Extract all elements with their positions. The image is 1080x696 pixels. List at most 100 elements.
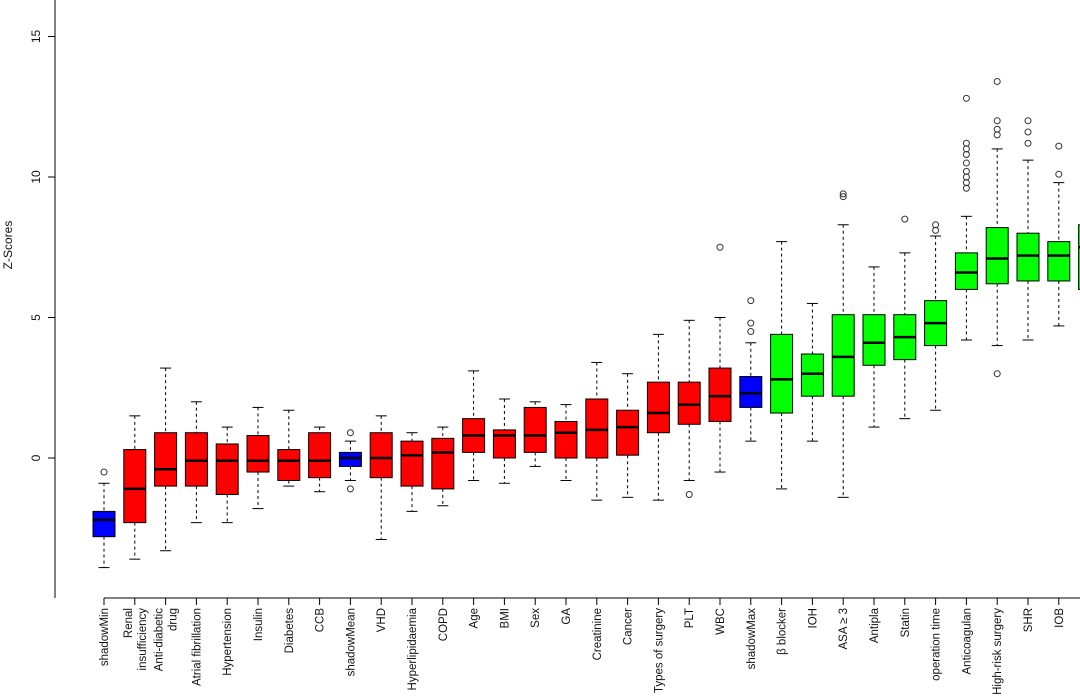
outlier-point (932, 226, 940, 234)
box-rect (431, 437, 455, 490)
x-ticks: shadowMin Renal insufficiency Anti-diabetic… (99, 598, 1066, 695)
box-rect (92, 510, 116, 538)
outlier-point (747, 297, 755, 305)
outlier-point (993, 131, 1001, 139)
box-6 (246, 406, 270, 510)
x-tick-label: PLT (684, 608, 696, 628)
outlier-point (962, 151, 970, 159)
box-32 (1047, 142, 1071, 327)
x-tick-label: High-risk surgery (992, 608, 1004, 695)
outlier-point (993, 370, 1001, 378)
box-22 (739, 297, 763, 442)
x-tick-label: Antipla (869, 607, 881, 643)
box-3 (154, 367, 178, 552)
box-28 (924, 221, 948, 411)
x-tick-label: Statin (900, 608, 912, 637)
x-tick-label: Insulin (253, 608, 265, 641)
x-tick-label: VHD (376, 608, 388, 632)
box-12 (431, 426, 455, 507)
outlier-point (993, 77, 1001, 85)
box-rect (646, 381, 670, 434)
x-axis: shadowMin Renal insufficiency Anti-diabetic… (99, 597, 1080, 695)
box-rect (954, 252, 978, 290)
outlier-point (839, 190, 847, 198)
outlier-point (839, 193, 847, 201)
box-rect (154, 432, 178, 487)
x-tick-label: Atrial fibrillation (191, 608, 203, 686)
box-23 (770, 241, 794, 490)
outlier-point (1055, 170, 1063, 178)
x-tick-label: Anticoagulan (961, 608, 973, 675)
x-tick-label: BMI (499, 608, 511, 628)
x-tick-label: IOH (807, 608, 819, 628)
box-rect (831, 314, 855, 397)
box-rect (616, 409, 640, 456)
outlier-point (346, 485, 354, 493)
x-tick-label: ASA ≥ 3 (838, 608, 850, 649)
x-tick-label: β blocker (777, 608, 789, 655)
x-tick-label: drug (168, 608, 180, 631)
box-14 (492, 398, 516, 484)
box-11 (400, 432, 424, 512)
box-24 (800, 302, 824, 442)
box-9 (338, 429, 362, 493)
x-tick-label: SHR (1023, 608, 1035, 632)
box-29 (954, 94, 978, 341)
outlier-point (1055, 142, 1063, 150)
box-17 (585, 361, 609, 501)
box-rect (554, 420, 578, 459)
box-27 (893, 215, 917, 420)
x-tick-label: Hypertension (222, 608, 234, 676)
box-8 (308, 426, 332, 493)
x-tick-label: GA (561, 608, 573, 625)
box-16 (554, 404, 578, 481)
box-rect (677, 381, 701, 425)
box-19 (646, 333, 670, 501)
outlier-point (901, 215, 909, 223)
x-tick-label: shadowMax (746, 608, 758, 670)
box-rect (585, 398, 609, 459)
y-tick-label: 15 (29, 30, 43, 44)
box-20 (677, 319, 701, 499)
x-tick-label: Creatinine (592, 608, 604, 660)
box-rect (1078, 224, 1080, 290)
y-ticks: 0 5 10 15 (29, 30, 55, 461)
y-tick-label: 10 (29, 170, 43, 184)
box-13 (462, 370, 486, 481)
box-10 (369, 415, 393, 540)
outlier-point (932, 221, 940, 229)
box-15 (523, 401, 547, 467)
box-rect (215, 443, 239, 496)
box-rect (770, 333, 794, 414)
outlier-point (962, 179, 970, 187)
x-tick-label: Types of surgery (653, 608, 665, 693)
box-rect (739, 376, 763, 408)
x-tick-label: shadowMean (345, 608, 357, 676)
box-1 (92, 468, 116, 569)
box-rect (400, 440, 424, 487)
x-tick-label: WBC (715, 608, 727, 635)
outlier-point (1024, 128, 1032, 136)
boxes (92, 77, 1080, 569)
outlier-point (962, 173, 970, 181)
outlier-point (962, 139, 970, 147)
box-30 (985, 77, 1009, 378)
box-18 (616, 373, 640, 498)
y-axis: 0 5 10 15 Z-Scores (1, 0, 56, 598)
outlier-point (962, 167, 970, 175)
outlier-point (962, 159, 970, 167)
box-rect (862, 314, 886, 366)
x-tick-label: IOB (1054, 608, 1066, 628)
box-rect (308, 432, 332, 479)
x-tick-label: Age (469, 608, 481, 628)
y-tick-label: 0 (29, 454, 43, 461)
outlier-point (747, 328, 755, 336)
outlier-point (685, 491, 693, 499)
x-tick-label: operation time (931, 608, 943, 681)
box-rect (708, 367, 732, 422)
x-tick-label: Diabetes (284, 608, 296, 654)
x-tick-label: Cancer (623, 608, 635, 645)
box-rect (800, 353, 824, 397)
outlier-point (962, 184, 970, 192)
x-tick-label: COPD (438, 608, 450, 641)
